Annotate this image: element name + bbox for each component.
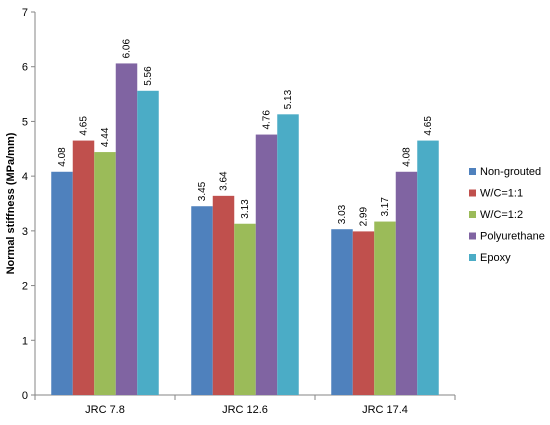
legend-swatch: [469, 189, 476, 197]
data-labels: 4.08 4.65 4.44 6.06 5.56 3.45 3.64 3.13 4.76 5.13…: [57, 39, 434, 227]
y-tick-label: 6: [22, 62, 28, 74]
bar: [137, 90, 159, 395]
bar: [94, 152, 116, 395]
data-label: 4.08: [57, 147, 68, 167]
bar: [234, 223, 256, 395]
data-label: 5.13: [283, 89, 294, 109]
bar: [115, 63, 138, 395]
bar: [255, 134, 278, 395]
data-label: 4.65: [79, 116, 90, 136]
legend: Non-grouted W/C=1:1 W/C=1:2 Polyurethane Epo…: [469, 166, 545, 264]
bar: [417, 140, 439, 395]
x-tick-label: JRC 7.8: [85, 404, 125, 416]
data-label: 3.45: [197, 181, 208, 201]
data-label: 3.13: [240, 199, 251, 219]
y-tick-label: 3: [22, 226, 28, 238]
legend-swatch: [469, 232, 476, 240]
bar: [395, 171, 418, 395]
bar: [374, 221, 396, 395]
legend-label: W/C=1:1: [480, 188, 523, 200]
legend-swatch: [469, 211, 476, 218]
bar: [212, 195, 235, 395]
data-label: 6.06: [122, 39, 133, 59]
y-tick-label: 5: [22, 116, 28, 128]
y-tick-label: 0: [22, 390, 28, 402]
legend-label: Polyurethane: [480, 231, 545, 243]
bar: [331, 229, 353, 395]
data-label: 4.76: [262, 110, 273, 130]
bar: [72, 140, 95, 395]
y-tick-label: 2: [22, 281, 28, 293]
bar: [277, 114, 299, 396]
y-tick-label: 1: [22, 335, 28, 347]
y-tick-label: 7: [22, 7, 28, 19]
data-label: 3.17: [380, 197, 391, 217]
legend-label: Non-grouted: [480, 166, 541, 178]
bar: [51, 171, 73, 395]
axes: 0 1 2 3 4 5 6 7 Normal stiffness (MPa/mm) JRC 7.8…: [5, 7, 456, 416]
y-axis-title: Normal stiffness (MPa/mm): [5, 132, 17, 274]
data-label: 5.56: [143, 66, 154, 86]
data-label: 4.44: [100, 127, 111, 147]
legend-swatch: [469, 168, 476, 175]
legend-label: W/C=1:2: [480, 209, 523, 221]
x-tick-label: JRC 17.4: [362, 404, 408, 416]
legend-label: Epoxy: [480, 252, 511, 264]
data-label: 4.65: [423, 116, 434, 136]
bar: [191, 206, 213, 395]
legend-swatch: [469, 254, 476, 261]
bars: [51, 63, 439, 396]
x-tick-label: JRC 12.6: [222, 404, 268, 416]
data-label: 4.08: [402, 147, 413, 167]
data-label: 2.99: [359, 207, 370, 227]
bar: [352, 231, 375, 395]
data-label: 3.03: [337, 204, 348, 224]
data-label: 3.64: [219, 171, 230, 191]
y-tick-label: 4: [22, 171, 28, 183]
